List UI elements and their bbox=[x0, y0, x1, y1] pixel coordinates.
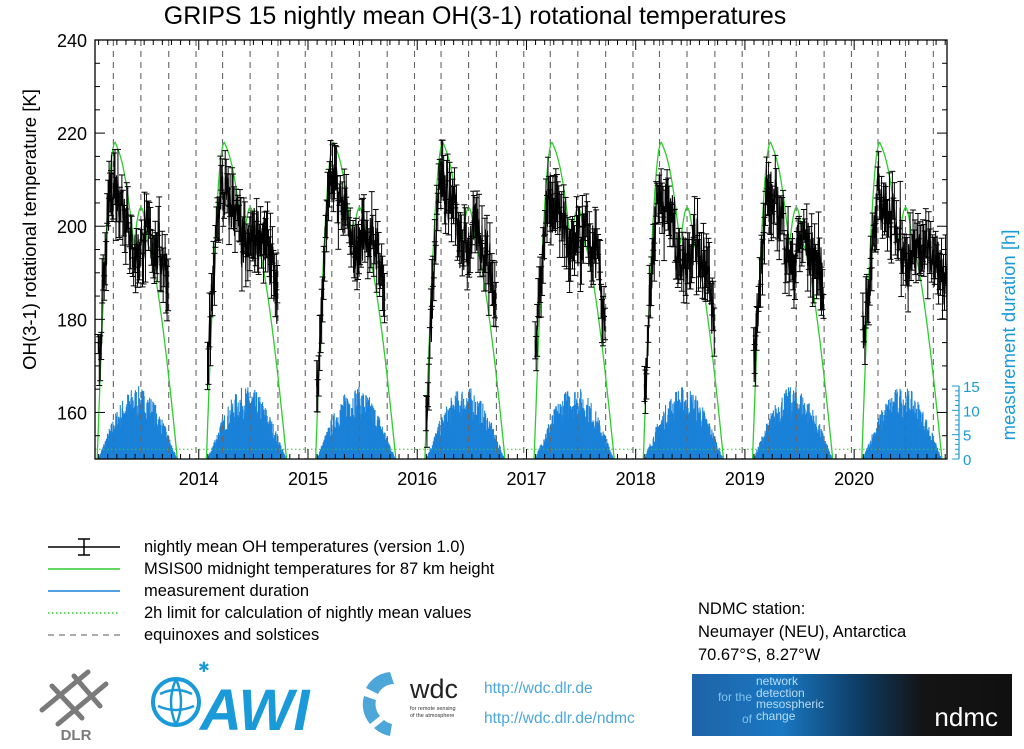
y-tick-label: 220 bbox=[57, 124, 87, 144]
blue-line-icon bbox=[48, 590, 120, 592]
y-tick-label: 240 bbox=[57, 31, 87, 51]
temperature-chart: 160 180 200 220 240 2014 2015 2016 2017 2018 2019 2… bbox=[19, 31, 1019, 489]
dlr-logo-text: DLR bbox=[61, 727, 92, 744]
x-tick-label: 2018 bbox=[616, 469, 656, 489]
logo-bar: DLR ✱ AWI wdc for remote sensing of the … bbox=[0, 660, 1024, 749]
x-tick-label: 2019 bbox=[725, 469, 765, 489]
y2-axis-label: measurement duration [h] bbox=[998, 230, 1019, 441]
chart-title: GRIPS 15 nightly mean OH(3-1) rotational… bbox=[163, 2, 787, 30]
ndmc-link[interactable]: http://wdc.dlr.de/ndmc bbox=[484, 710, 635, 727]
wdc-link[interactable]: http://wdc.dlr.de bbox=[484, 680, 593, 697]
station-coords: 70.67°S, 8.27°W bbox=[698, 646, 821, 664]
wdc-logo-icon: wdc for remote sensing of the atmosphere bbox=[362, 672, 458, 736]
ndmc-words: network detection mesospheric change bbox=[756, 674, 825, 723]
ndmc-name: ndmc bbox=[934, 702, 998, 732]
legend-item-temperature: nightly mean OH temperatures (version 1.… bbox=[40, 536, 600, 558]
wdc-logo-text: wdc bbox=[409, 674, 458, 704]
msis-curve bbox=[642, 141, 725, 459]
awi-logo-icon: ✱ AWI bbox=[151, 660, 311, 742]
legend-item-msis: MSIS00 midnight temperatures for 87 km h… bbox=[40, 558, 600, 580]
legend-item-duration: measurement duration bbox=[40, 580, 600, 602]
temperature-series bbox=[95, 139, 947, 448]
station-name: Neumayer (NEU), Antarctica bbox=[698, 623, 907, 641]
x-tick-label: 2016 bbox=[397, 469, 437, 489]
y2-tick-label: 0 bbox=[963, 452, 971, 469]
y-tick-label: 180 bbox=[57, 310, 87, 330]
msis-curve bbox=[861, 141, 943, 459]
x-tick-label: 2014 bbox=[179, 469, 219, 489]
legend-item-equinox: equinoxes and solstices bbox=[40, 624, 600, 646]
y2-tick-label: 15 bbox=[963, 379, 980, 396]
dlr-logo-icon: DLR bbox=[39, 669, 109, 744]
svg-text:✱: ✱ bbox=[198, 660, 210, 676]
errorbar-sample-icon bbox=[48, 538, 120, 556]
legend-item-limit: 2h limit for calculation of nightly mean… bbox=[40, 602, 600, 624]
legend-label: 2h limit for calculation of nightly mean… bbox=[144, 604, 472, 622]
x-tick-label: 2020 bbox=[834, 469, 874, 489]
x-tick-label: 2017 bbox=[506, 469, 546, 489]
ndmc-for-text: for the of bbox=[717, 690, 752, 726]
axes: 160 180 200 220 240 2014 2015 2016 2017 2018 2019 2… bbox=[19, 31, 1019, 489]
legend-label: nightly mean OH temperatures (version 1.… bbox=[144, 538, 465, 556]
ndmc-logo: for the of network detection mesospheric … bbox=[692, 674, 1012, 736]
station-info: NDMC station: Neumayer (NEU), Antarctica… bbox=[698, 598, 906, 667]
y-tick-label: 200 bbox=[57, 217, 87, 237]
green-line-icon bbox=[48, 568, 120, 570]
svg-text:of the atmosphere: of the atmosphere bbox=[410, 713, 454, 719]
legend-label: equinoxes and solstices bbox=[144, 626, 320, 644]
station-label: NDMC station: bbox=[698, 600, 806, 618]
green-dotted-icon bbox=[48, 612, 120, 614]
y-tick-label: 160 bbox=[57, 403, 87, 423]
msis-curve bbox=[96, 141, 178, 459]
gray-dashed-icon bbox=[48, 634, 120, 636]
y2-tick-label: 10 bbox=[963, 403, 980, 420]
x-tick-label: 2015 bbox=[288, 469, 328, 489]
duration-series bbox=[98, 386, 942, 459]
y2-tick-label: 5 bbox=[963, 428, 971, 445]
y-axis-label: OH(3-1) rotational temperature [K] bbox=[19, 89, 40, 370]
legend-label: measurement duration bbox=[144, 582, 310, 600]
svg-text:for remote sensing: for remote sensing bbox=[410, 706, 456, 712]
legend-label: MSIS00 midnight temperatures for 87 km h… bbox=[144, 560, 495, 578]
awi-logo-text: AWI bbox=[198, 678, 311, 742]
